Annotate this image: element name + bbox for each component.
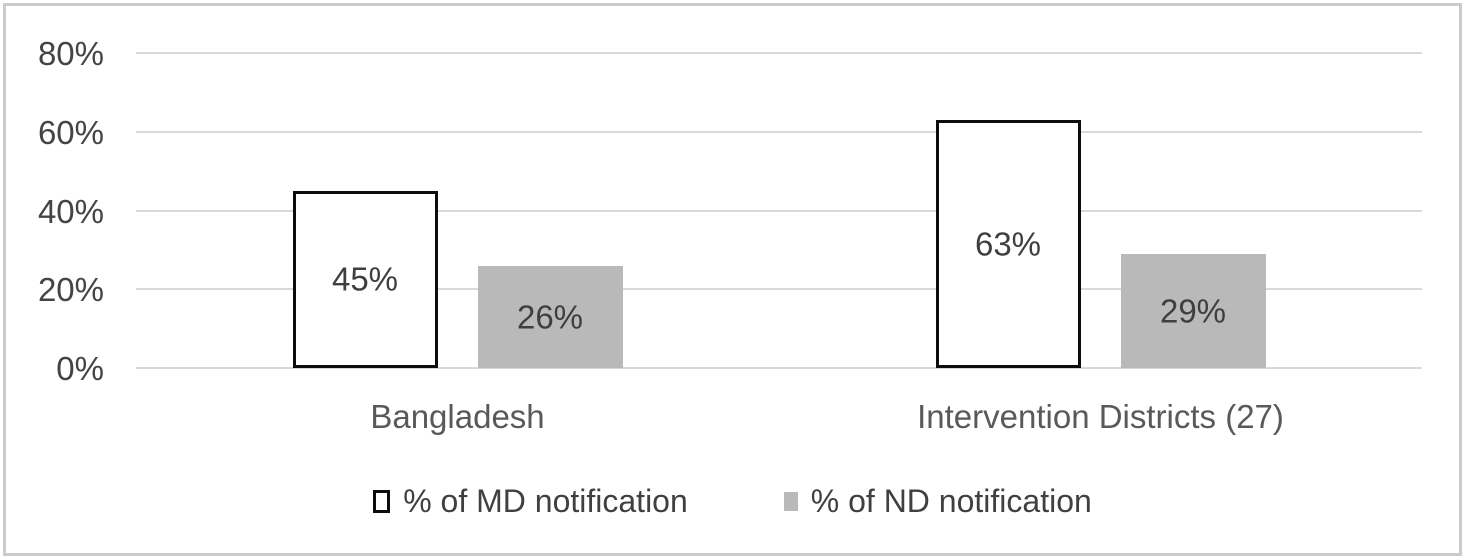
chart-frame: 0% 20% 40% 60% 80% 45% 26% 63% 29% Bangladesh In… [3,3,1462,556]
legend-item: % of MD notification [373,485,688,517]
bar-data-label: 26% [516,298,584,336]
bar-nd [477,265,623,368]
y-tick-label: 0% [56,350,104,387]
bar-data-label: 45% [331,260,399,298]
legend-label: % of ND notification [810,483,1092,519]
y-tick-label: 80% [37,35,104,72]
bar-data-label: 63% [974,225,1042,263]
legend: % of MD notification % of ND notification [6,476,1459,526]
y-tick-label: 20% [37,271,104,309]
y-tick-label: 60% [37,113,104,151]
legend-swatch-nd [783,491,798,511]
gridline [136,209,1422,212]
gridline [136,130,1422,133]
bar-md [935,119,1081,368]
category-label: Bangladesh [370,398,545,435]
bar-data-label: 29% [1159,292,1227,330]
y-tick-label: 40% [37,192,104,230]
bar-nd [1120,253,1266,368]
legend-label: % of MD notification [403,483,688,519]
bar-md [292,190,438,368]
legend-swatch-md [373,489,391,513]
legend-item: % of ND notification [783,483,1092,519]
plot-area: 0% 20% 40% 60% 80% 45% 26% 63% 29% Bangladesh In… [6,6,1459,553]
category-label: Intervention Districts (27) [917,398,1284,435]
gridline [136,288,1422,291]
gridline [136,52,1422,54]
gridline [136,367,1422,369]
